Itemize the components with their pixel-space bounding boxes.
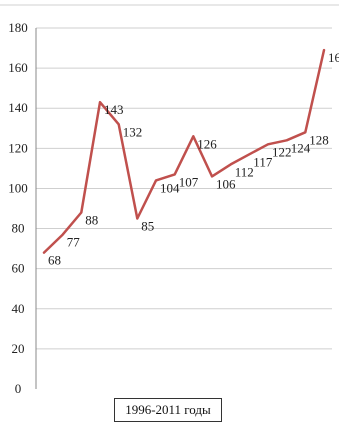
data-label: 132 <box>123 124 143 139</box>
x-axis-label: 1996-2011 годы <box>114 398 222 422</box>
y-tick-label: 80 <box>12 221 25 236</box>
data-label: 128 <box>309 132 329 147</box>
y-tick-label: 60 <box>12 261 25 276</box>
data-label: 88 <box>85 213 98 228</box>
data-label: 107 <box>179 174 199 189</box>
data-label: 122 <box>272 144 292 159</box>
data-label: 77 <box>67 235 81 250</box>
y-tick-label: 40 <box>12 301 25 316</box>
data-label: 126 <box>197 136 217 151</box>
y-tick-label: 180 <box>8 20 28 35</box>
data-label: 124 <box>291 140 311 155</box>
y-axis-tick-labels: 0 20 40 60 80 100 120 140 160 180 <box>8 20 28 396</box>
data-label: 117 <box>253 154 273 169</box>
y-tick-label: 100 <box>8 180 28 195</box>
y-tick-label: 160 <box>8 60 28 75</box>
data-label: 68 <box>48 253 61 268</box>
y-tick-label: 20 <box>12 341 25 356</box>
data-label: 106 <box>216 176 236 191</box>
y-tick-label: 120 <box>8 140 28 155</box>
data-label: 169 <box>328 50 339 65</box>
y-tick-label: 140 <box>8 100 28 115</box>
y-tick-label: 0 <box>15 381 22 396</box>
series-line <box>42 48 326 254</box>
data-label: 104 <box>160 180 180 195</box>
data-label: 85 <box>141 219 154 234</box>
data-label: 112 <box>235 164 254 179</box>
data-label: 143 <box>104 102 124 117</box>
